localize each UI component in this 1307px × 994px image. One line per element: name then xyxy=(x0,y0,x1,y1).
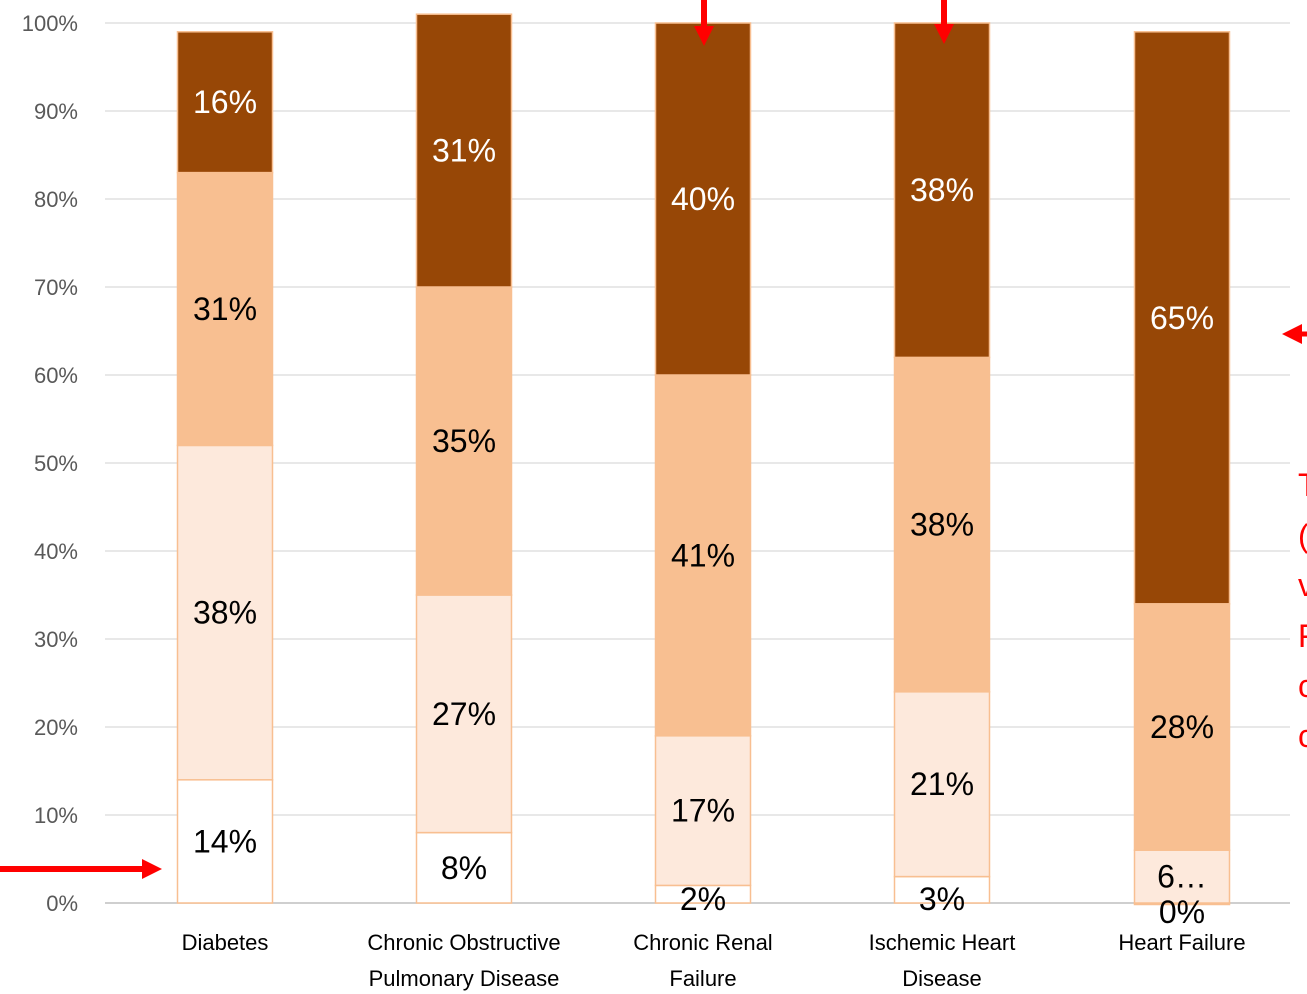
annotation-fragment: F xyxy=(1298,618,1307,654)
data-label: 8% xyxy=(441,850,487,886)
data-label: 35% xyxy=(432,423,496,459)
data-label: 28% xyxy=(1150,709,1214,745)
data-label: 31% xyxy=(432,133,496,169)
arrow-diabetes xyxy=(0,859,162,879)
annotation-arrows xyxy=(0,0,1307,879)
arrow-head xyxy=(1282,324,1302,344)
category-label: Pulmonary Disease xyxy=(369,966,560,991)
category-label: Chronic Obstructive xyxy=(367,930,560,955)
category-label: Diabetes xyxy=(182,930,269,955)
arrow-head xyxy=(694,26,714,46)
data-label: 38% xyxy=(910,507,974,543)
data-label: 31% xyxy=(193,291,257,327)
bar-segment xyxy=(1133,31,1231,605)
bar-segment xyxy=(176,779,274,904)
bar-segment xyxy=(893,22,991,359)
y-tick-label: 80% xyxy=(34,187,78,212)
bar-segment xyxy=(893,356,991,693)
x-axis-categories: Diabetes Chronic Obstructive Pulmonary Dis… xyxy=(182,930,1246,991)
y-tick-label: 100% xyxy=(22,11,78,36)
arrow-chronic-renal xyxy=(694,0,714,46)
annotation-fragment: ( xyxy=(1298,518,1307,554)
arrow-head xyxy=(934,24,954,44)
bar-segment xyxy=(654,374,752,737)
y-tick-label: 40% xyxy=(34,539,78,564)
bar-segment xyxy=(1133,849,1231,904)
annotation-fragment: c xyxy=(1298,668,1307,704)
annotation-fragment: c xyxy=(1298,718,1307,754)
data-label: 17% xyxy=(671,793,735,829)
bar-segment xyxy=(176,171,274,447)
y-tick-label: 50% xyxy=(34,451,78,476)
data-label: 0% xyxy=(1159,894,1205,930)
y-tick-label: 30% xyxy=(34,627,78,652)
y-tick-label: 60% xyxy=(34,363,78,388)
y-axis-ticks: 0% 10% 20% 30% 40% 50% 60% 70% 80% 90% 100% xyxy=(22,11,78,916)
bar-segment xyxy=(893,691,991,878)
category-label: Heart Failure xyxy=(1118,930,1245,955)
annotation-fragment: T xyxy=(1298,467,1307,503)
bar-segment xyxy=(654,735,752,887)
arrow-heart-failure xyxy=(1282,324,1307,344)
category-label: Chronic Renal xyxy=(633,930,772,955)
data-label: 16% xyxy=(193,84,257,120)
data-label: 65% xyxy=(1150,300,1214,336)
arrow-ischemic xyxy=(934,0,954,44)
y-tick-label: 70% xyxy=(34,275,78,300)
bar-segment xyxy=(415,13,513,288)
y-tick-label: 20% xyxy=(34,715,78,740)
bar-segment xyxy=(415,286,513,596)
y-tick-label: 0% xyxy=(46,891,78,916)
data-label: 3% xyxy=(919,881,965,917)
data-label: 38% xyxy=(910,172,974,208)
data-label: 38% xyxy=(193,595,257,631)
data-label: 6… xyxy=(1157,859,1207,895)
bar-segment xyxy=(415,831,513,904)
bars xyxy=(176,13,1231,906)
y-tick-label: 10% xyxy=(34,803,78,828)
annotation-fragment: v xyxy=(1298,567,1307,603)
bar-segment xyxy=(1133,603,1231,851)
data-label: 40% xyxy=(671,181,735,217)
annotation-text: T ( vFcc xyxy=(1298,467,1307,754)
arrow-head xyxy=(142,859,162,879)
bar-segment xyxy=(176,31,274,174)
y-tick-label: 90% xyxy=(34,99,78,124)
data-label: 14% xyxy=(193,823,257,859)
bar-segment xyxy=(893,875,991,904)
data-label: 2% xyxy=(680,881,726,917)
data-label: 41% xyxy=(671,537,735,573)
data-label: 21% xyxy=(910,766,974,802)
category-label: Disease xyxy=(902,966,981,991)
data-labels: 14% 38% 31% 16% 8% 27% 35% 31% 2% 17% 41% 40% 3% 21% 3… xyxy=(193,84,1214,930)
data-label: 27% xyxy=(432,696,496,732)
bar-segment xyxy=(654,22,752,376)
bar-segment xyxy=(176,444,274,781)
category-label: Failure xyxy=(669,966,736,991)
category-label: Ischemic Heart xyxy=(869,930,1016,955)
